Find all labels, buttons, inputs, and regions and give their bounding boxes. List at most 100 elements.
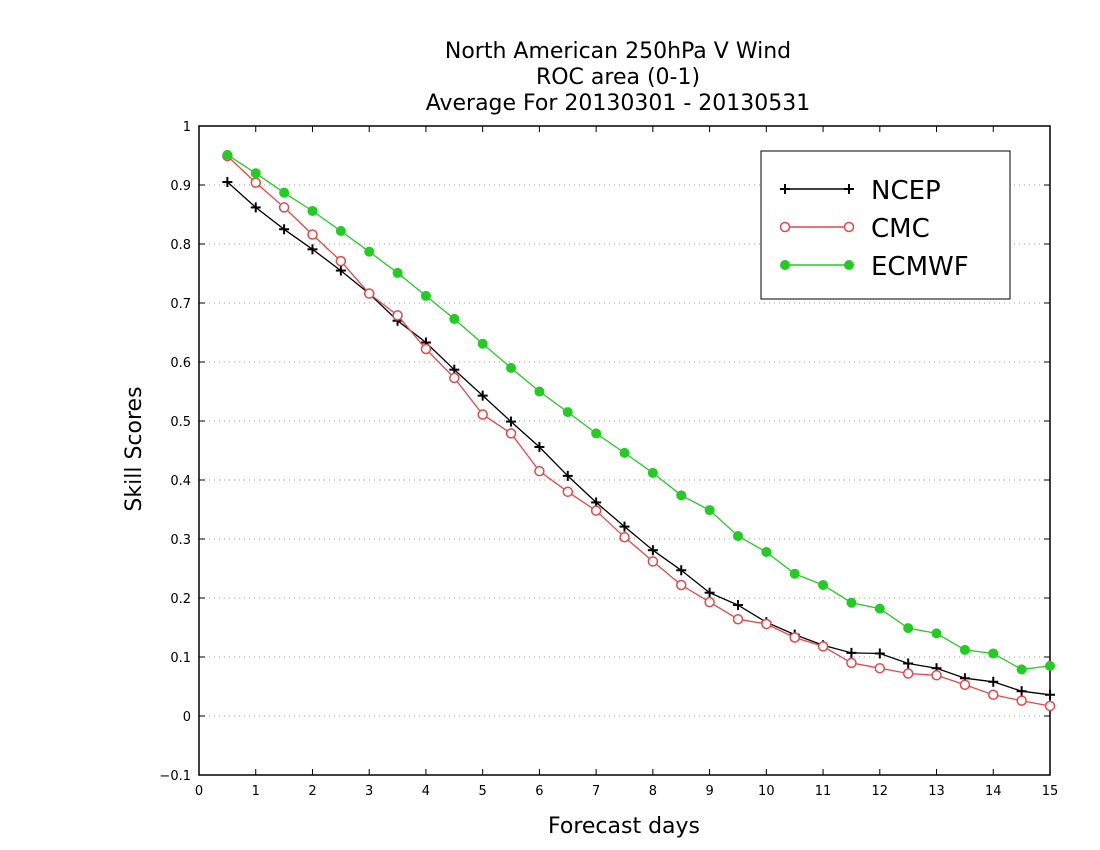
y-tick-label: 0.3: [170, 533, 191, 548]
legend-entry-ncep: NCEP: [780, 176, 941, 206]
data-point-ecmwf: [988, 648, 999, 659]
data-point-cmc: [789, 632, 800, 643]
data-point-ecmwf: [307, 205, 318, 216]
y-axis-label: Skill Scores: [122, 386, 147, 511]
data-point-cmc: [1044, 700, 1056, 712]
y-tick-label: 0.2: [170, 592, 191, 607]
series-layer: [222, 149, 1056, 712]
data-point-cmc: [449, 372, 460, 384]
data-point-cmc: [505, 428, 517, 439]
y-tick-label: 0.8: [170, 238, 191, 253]
data-point-ecmwf: [364, 246, 375, 257]
x-tick-label: 6: [535, 784, 543, 799]
data-point-ncep: [874, 648, 885, 659]
x-tick-label: 11: [815, 784, 832, 799]
data-point-ecmwf: [676, 490, 687, 501]
data-point-cmc: [874, 662, 886, 674]
data-point-ecmwf: [534, 386, 545, 397]
data-point-ecmwf: [647, 467, 658, 478]
data-point-cmc: [846, 657, 857, 669]
data-point-cmc: [931, 670, 942, 681]
title-line-1: North American 250hPa V Wind: [445, 39, 791, 64]
legend-marker-ecmwf: [844, 260, 854, 270]
data-point-ecmwf: [789, 568, 800, 579]
data-point-cmc: [534, 465, 545, 477]
data-point-cmc: [420, 343, 432, 355]
data-point-ecmwf: [1045, 660, 1055, 671]
data-point-ncep: [647, 545, 658, 556]
axis-ticks: 0 1 2 3 4 5 6 7 8 9 10 11 12 13 14 15−0.100.10.20.30.40…: [159, 120, 1058, 799]
data-point-cmc: [590, 505, 602, 516]
x-tick-label: 10: [758, 784, 775, 799]
data-point-ecmwf: [818, 580, 829, 591]
y-tick-label: 0.5: [170, 415, 191, 430]
data-point-ncep: [279, 224, 290, 235]
data-point-ecmwf: [761, 546, 772, 557]
data-point-cmc: [250, 177, 261, 188]
data-point-ecmwf: [222, 149, 233, 160]
legend-marker-ncep: [780, 184, 790, 194]
y-tick-label: 0.4: [170, 474, 191, 489]
legend: NCEP CMC ECMWF: [760, 150, 1011, 300]
x-axis-label: Forecast days: [548, 814, 700, 839]
data-point-ecmwf: [1016, 664, 1027, 675]
data-point-ecmwf: [562, 407, 573, 418]
data-point-ecmwf: [846, 597, 857, 608]
data-point-ecmwf: [335, 226, 346, 237]
data-point-ecmwf: [477, 338, 488, 349]
data-point-cmc: [562, 486, 574, 498]
data-point-ncep: [619, 521, 630, 532]
data-point-cmc: [363, 288, 375, 299]
legend-marker-ncep: [844, 184, 854, 194]
y-tick-label: 0.7: [170, 297, 191, 312]
data-point-ncep: [307, 244, 318, 255]
plot-border: [198, 125, 1051, 776]
x-tick-label: 8: [649, 784, 657, 799]
data-point-cmc: [988, 689, 999, 701]
data-point-ncep: [250, 202, 261, 213]
y-tick-label: 1: [183, 120, 191, 135]
data-point-ecmwf: [931, 628, 942, 639]
plot-frame: [198, 125, 1051, 776]
x-tick-label: 15: [1042, 784, 1059, 799]
data-point-ecmwf: [420, 290, 431, 301]
data-point-ncep: [1045, 689, 1055, 700]
data-point-cmc: [817, 641, 829, 652]
data-point-cmc: [902, 668, 914, 679]
y-tick-label: 0.6: [170, 356, 191, 371]
data-point-ncep: [534, 441, 545, 452]
data-point-cmc: [675, 579, 687, 591]
x-tick-label: 3: [365, 784, 373, 799]
data-point-ecmwf: [732, 531, 743, 542]
data-point-ecmwf: [591, 428, 602, 439]
x-tick-label: 0: [195, 784, 203, 799]
data-point-ecmwf: [392, 267, 403, 278]
y-tick-label: −0.1: [159, 769, 191, 784]
data-point-cmc: [392, 310, 403, 321]
data-point-ncep: [732, 600, 743, 611]
data-point-cmc: [732, 613, 744, 625]
series-cmc: [222, 150, 1056, 712]
data-point-cmc: [307, 229, 318, 240]
legend-entry-cmc: CMC: [779, 214, 930, 244]
legend-marker-ecmwf: [780, 260, 790, 270]
data-point-cmc: [959, 679, 971, 690]
data-point-ecmwf: [619, 447, 630, 458]
data-point-ncep: [222, 177, 233, 188]
data-point-cmc: [335, 255, 347, 267]
legend-label-ecmwf: ECMWF: [871, 252, 969, 282]
legend-marker-cmc: [779, 221, 791, 233]
data-point-ecmwf: [704, 505, 715, 516]
data-point-ncep: [704, 587, 715, 598]
series-ecmwf: [222, 149, 1055, 675]
data-point-cmc: [619, 531, 630, 543]
chart-title: North American 250hPa V Wind ROC area (0…: [426, 39, 811, 116]
legend-label-ncep: NCEP: [871, 176, 941, 206]
data-point-cmc: [704, 596, 715, 608]
y-tick-label: 0.9: [170, 179, 191, 194]
data-point-ncep: [988, 676, 999, 687]
data-point-cmc: [647, 556, 659, 567]
x-tick-label: 9: [705, 784, 713, 799]
x-tick-label: 1: [252, 784, 260, 799]
data-point-ncep: [506, 416, 517, 427]
